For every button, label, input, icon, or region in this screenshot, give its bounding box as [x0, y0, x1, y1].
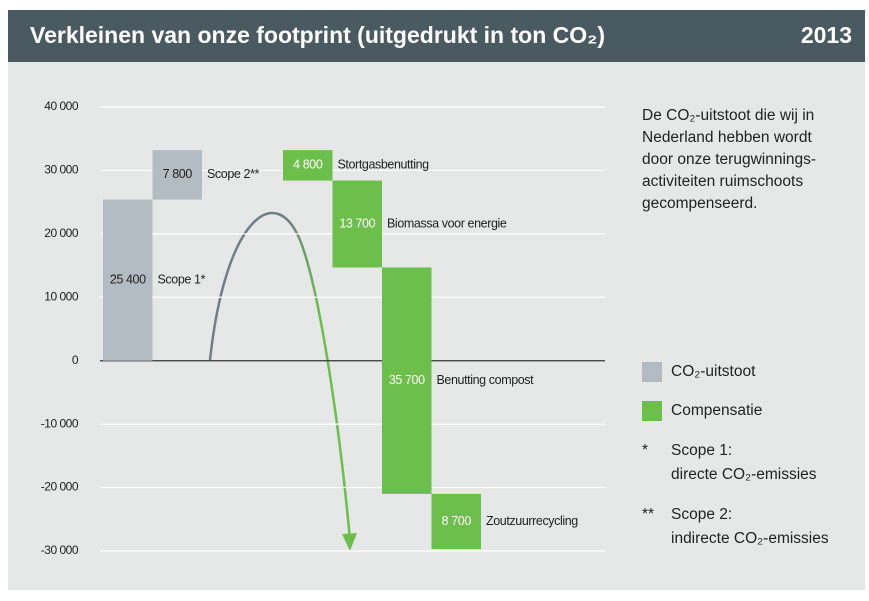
bar-category-label: Scope 2**: [207, 167, 260, 181]
bar: [382, 267, 432, 494]
note-line: Nederland hebben wordt: [642, 129, 812, 146]
legend-swatch: [642, 401, 662, 421]
bar-category-label: Scope 1*: [158, 272, 206, 286]
bar-value-label: 35 700: [389, 373, 425, 387]
bar-category-label: Biomassa voor energie: [387, 216, 507, 230]
title-bar: [8, 10, 865, 62]
bar-category-label: Stortgasbenutting: [338, 158, 430, 172]
y-tick-label: -30 000: [41, 543, 79, 557]
y-tick-label: -10 000: [41, 416, 79, 430]
bar: [103, 199, 153, 361]
note-line: activiteiten ruimschoots: [642, 173, 803, 190]
legend-label: Compensatie: [671, 402, 762, 419]
footnote-mark: **: [642, 506, 654, 523]
y-tick-label: 10 000: [44, 289, 79, 303]
chart-title: Verkleinen van onze footprint (uitgedruk…: [30, 22, 605, 48]
bar-value-label: 13 700: [339, 216, 375, 230]
bar: [152, 150, 202, 200]
footnote-line: Scope 2:: [671, 506, 732, 523]
bar: [283, 150, 333, 181]
y-tick-label: -20 000: [41, 480, 79, 494]
footnote-line: indirecte CO₂-emissies: [671, 530, 829, 547]
bar-category-label: Zoutzuurrecycling: [486, 514, 578, 528]
year: 2013: [801, 22, 852, 48]
bar: [332, 180, 382, 268]
legend-label: CO₂-uitstoot: [671, 363, 756, 380]
arrow-head: [342, 533, 357, 551]
bar-value-label: 25 400: [110, 272, 146, 286]
y-tick-label: 20 000: [44, 226, 79, 240]
note-line: gecompenseerd.: [642, 195, 757, 212]
bar: [431, 493, 481, 550]
bar-category-label: Benutting compost: [437, 373, 535, 387]
bar-value-label: 7 800: [163, 167, 193, 181]
note-line: De CO₂-uitstoot die wij in: [642, 107, 814, 124]
arrow: [208, 211, 352, 541]
bar-value-label: 4 800: [293, 158, 323, 172]
legend-swatch: [642, 362, 662, 382]
y-tick-label: 0: [72, 353, 79, 367]
note-line: door onze terugwinnings-: [642, 151, 816, 168]
y-tick-label: 40 000: [44, 99, 79, 113]
footnote-line: Scope 1:: [671, 442, 732, 459]
footnote-line: directe CO₂-emissies: [671, 466, 817, 483]
y-tick-label: 30 000: [44, 163, 79, 177]
bar-value-label: 8 700: [442, 514, 472, 528]
footnote-mark: *: [642, 442, 648, 459]
